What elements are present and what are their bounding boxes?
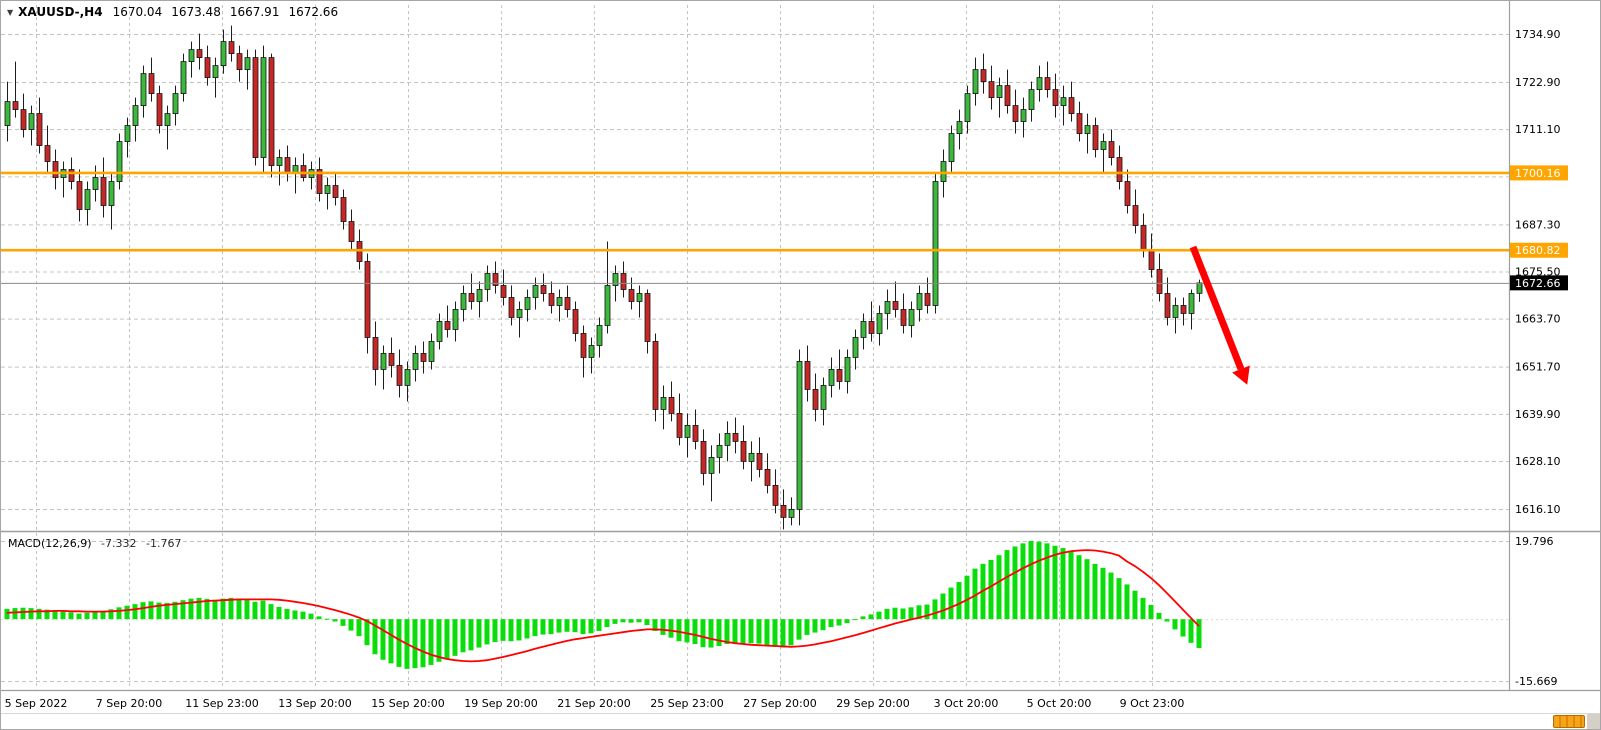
svg-text:15 Sep 20:00: 15 Sep 20:00 — [371, 697, 444, 710]
svg-text:27 Sep 20:00: 27 Sep 20:00 — [743, 697, 816, 710]
ohlc-low-value: 1667.91 — [229, 5, 280, 19]
svg-text:-15.669: -15.669 — [1515, 675, 1557, 688]
macd-signal-value: -1.767 — [146, 537, 182, 550]
hscrollbar-track[interactable] — [1, 713, 1600, 714]
price-axis[interactable]: 1734.90 1722.90 1711.10 1687.30 1675.50 1663.… — [1515, 28, 1561, 688]
ohlc-close-value: 1672.66 — [288, 5, 339, 19]
svg-text:1675.50: 1675.50 — [1515, 266, 1561, 279]
svg-text:5 Oct 20:00: 5 Oct 20:00 — [1027, 697, 1092, 710]
grid-layer — [1, 5, 1509, 690]
trend-arrow[interactable] — [1189, 245, 1250, 385]
scrollbar-corner — [1587, 714, 1600, 729]
svg-text:29 Sep 20:00: 29 Sep 20:00 — [836, 697, 909, 710]
panel-separators — [1, 1, 1600, 692]
svg-text:1722.90: 1722.90 — [1515, 76, 1561, 89]
hscrollbar-thumb[interactable] — [1553, 715, 1585, 728]
current-price-tag: 1672.66 — [1510, 275, 1568, 291]
svg-text:3 Oct 20:00: 3 Oct 20:00 — [934, 697, 999, 710]
svg-text:19 Sep 20:00: 19 Sep 20:00 — [464, 697, 537, 710]
macd-main-value: -7.332 — [101, 537, 137, 550]
level-price-tag-1700.16: 1700.16 — [1510, 165, 1568, 181]
svg-text:11 Sep 23:00: 11 Sep 23:00 — [185, 697, 258, 710]
svg-text:1663.70: 1663.70 — [1515, 313, 1561, 326]
symbol-period-label: XAUUSD-,H4 — [18, 5, 103, 19]
macd-name: MACD(12,26,9) — [8, 537, 92, 550]
svg-text:1680.82: 1680.82 — [1515, 244, 1561, 257]
macd-signal-line — [6, 549, 1200, 663]
svg-text:1639.90: 1639.90 — [1515, 408, 1561, 421]
svg-text:5 Sep 2022: 5 Sep 2022 — [5, 697, 68, 710]
macd-indicator-label: MACD(12,26,9) -7.332 -1.767 — [8, 537, 187, 550]
svg-text:13 Sep 20:00: 13 Sep 20:00 — [278, 697, 351, 710]
svg-text:25 Sep 23:00: 25 Sep 23:00 — [650, 697, 723, 710]
svg-text:1628.10: 1628.10 — [1515, 455, 1561, 468]
level-price-tag-1680.82: 1680.82 — [1510, 242, 1568, 258]
ohlc-high-value: 1673.48 — [171, 5, 221, 19]
svg-text:1672.66: 1672.66 — [1515, 277, 1561, 290]
symbol-info-bar: ▼ XAUUSD-,H4 1670.04 1673.48 1667.91 167… — [7, 5, 347, 19]
svg-text:1711.10: 1711.10 — [1515, 123, 1561, 136]
svg-text:9 Oct 23:00: 9 Oct 23:00 — [1120, 697, 1185, 710]
symbol-dropdown-icon[interactable]: ▼ — [7, 7, 14, 17]
svg-text:21 Sep 20:00: 21 Sep 20:00 — [557, 697, 630, 710]
time-axis[interactable]: 5 Sep 2022 7 Sep 20:00 11 Sep 23:00 13 Sep … — [5, 697, 1185, 710]
svg-text:1734.90: 1734.90 — [1515, 28, 1561, 41]
svg-text:19.796: 19.796 — [1515, 535, 1554, 548]
svg-text:1687.30: 1687.30 — [1515, 218, 1561, 231]
ohlc-open-value: 1670.04 — [112, 5, 163, 19]
svg-text:1616.10: 1616.10 — [1515, 503, 1561, 516]
svg-text:1651.70: 1651.70 — [1515, 361, 1561, 374]
svg-text:7 Sep 20:00: 7 Sep 20:00 — [96, 697, 162, 710]
svg-text:1700.16: 1700.16 — [1515, 167, 1561, 180]
